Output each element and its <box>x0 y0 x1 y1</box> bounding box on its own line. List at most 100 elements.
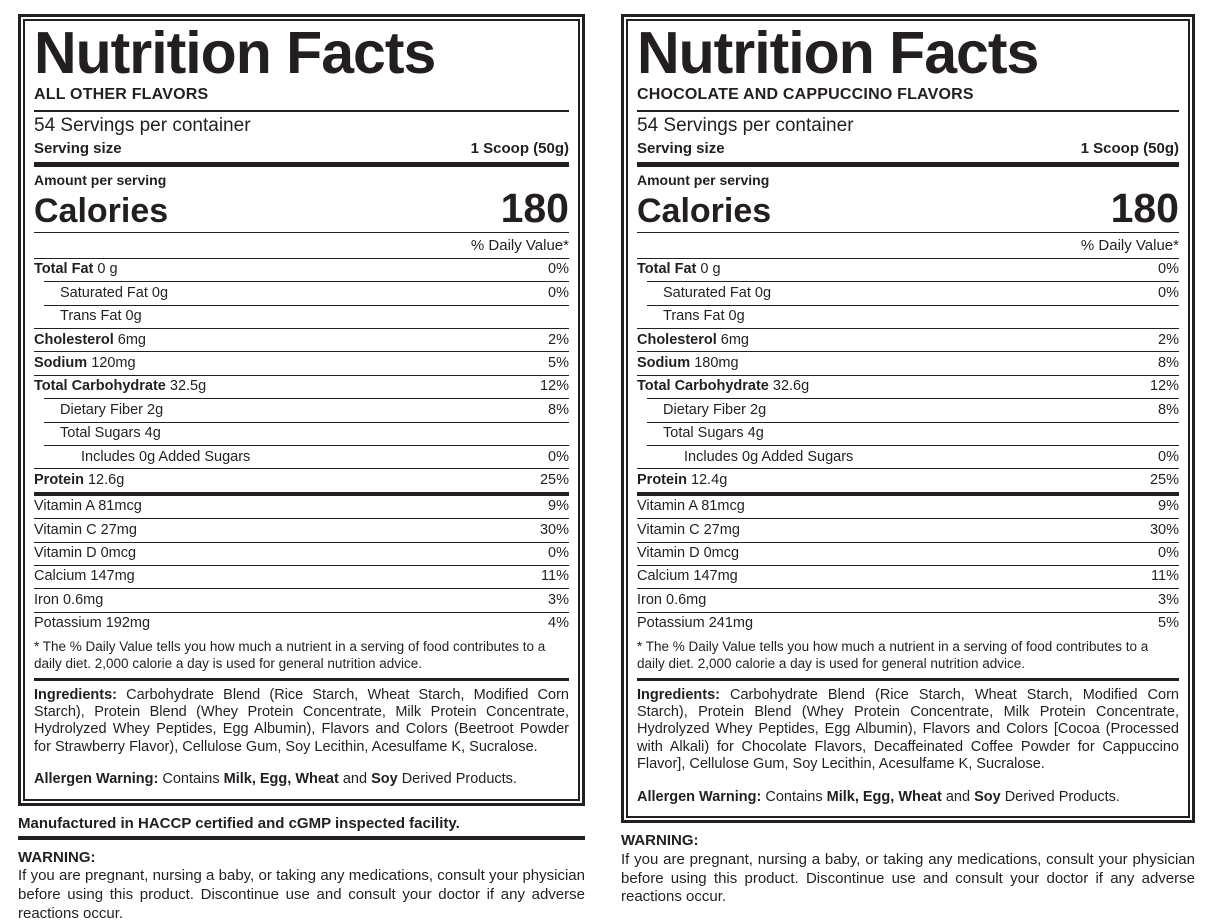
nutrient-row: Sodium 180mg 8% <box>637 351 1179 374</box>
allergen-text: Contains <box>158 771 224 788</box>
nutrient-name: Vitamin A 81mcg <box>637 498 745 515</box>
nutrient-row: Calcium 147mg 11% <box>637 564 1179 588</box>
nutrient-row: Includes 0g Added Sugars 0% <box>44 445 569 468</box>
nutrient-name: Vitamin C 27mg <box>637 521 740 538</box>
nutrient-name: Calcium 147mg <box>637 568 738 585</box>
nutrient-daily-value: 0% <box>548 448 569 465</box>
nutrient-daily-value: 30% <box>1149 521 1179 538</box>
nutrient-daily-value: 30% <box>539 521 569 538</box>
nutrient-name: Total Sugars 4g <box>663 425 764 442</box>
nutrient-name: Vitamin A 81mcg <box>34 498 142 515</box>
nutrient-row: Protein 12.6g 25% <box>34 468 569 496</box>
label-column-chocolate-cappuccino: Nutrition Facts CHOCOLATE AND CAPPUCCINO… <box>621 14 1195 907</box>
serving-size-row: Serving size 1 Scoop (50g) <box>34 137 569 167</box>
nutrient-row: Vitamin C 27mg 30% <box>637 518 1179 541</box>
nutrient-name: Total Sugars 4g <box>60 425 161 442</box>
calories-label: Calories <box>637 191 772 230</box>
calories-label: Calories <box>34 191 169 230</box>
serving-size-label: Serving size <box>34 139 122 157</box>
nutrient-row: Dietary Fiber 2g 8% <box>44 398 569 421</box>
serving-size-row: Serving size 1 Scoop (50g) <box>637 137 1179 167</box>
nutrition-label-box: Nutrition Facts CHOCOLATE AND CAPPUCCINO… <box>621 14 1195 824</box>
nutrient-daily-value: 25% <box>539 471 569 488</box>
nutrient-name: Cholesterol 6mg <box>34 331 147 348</box>
nutrient-name: Sodium 180mg <box>637 354 739 371</box>
nutrient-daily-value: 0% <box>548 284 569 301</box>
nutrient-name: Vitamin C 27mg <box>34 521 137 538</box>
nutrient-name: Protein 12.4g <box>637 471 728 488</box>
allergen-text: and <box>338 771 372 788</box>
allergen-heading: Allergen Warning: <box>637 788 762 805</box>
nutrient-name: Saturated Fat 0g <box>663 284 772 301</box>
allergen-bold-soy: Soy <box>974 788 1001 805</box>
calories-value: 180 <box>500 184 569 231</box>
nutrient-row: Protein 12.4g 25% <box>637 468 1179 496</box>
nutrient-row: Dietary Fiber 2g 8% <box>647 398 1179 421</box>
warning-text: If you are pregnant, nursing a baby, or … <box>18 867 585 922</box>
nutrient-name: Iron 0.6mg <box>34 591 104 608</box>
ingredients-paragraph: Ingredients: Carbohydrate Blend (Rice St… <box>637 681 1179 774</box>
nutrient-name: Trans Fat 0g <box>60 308 142 325</box>
nutrient-row: Cholesterol 6mg 2% <box>637 328 1179 351</box>
nutrition-facts-title: Nutrition Facts <box>34 20 436 86</box>
nutrient-name: Potassium 192mg <box>34 615 151 632</box>
warning-heading: WARNING: <box>621 832 699 850</box>
nutrient-daily-value: 0% <box>1158 448 1179 465</box>
ingredients-text: Carbohydrate Blend (Rice Starch, Wheat S… <box>34 686 569 755</box>
nutrient-daily-value: 0% <box>1158 261 1179 278</box>
calories-row: Calories 180 <box>637 184 1179 233</box>
nutrient-daily-value: 0% <box>1158 284 1179 301</box>
ingredients-paragraph: Ingredients: Carbohydrate Blend (Rice St… <box>34 681 569 757</box>
nutrient-daily-value: 12% <box>1149 378 1179 395</box>
nutrition-label-box: Nutrition Facts ALL OTHER FLAVORS 54 Ser… <box>18 14 585 806</box>
nutrient-name: Total Fat 0 g <box>34 261 118 278</box>
flavor-line: ALL OTHER FLAVORS <box>34 83 569 112</box>
nutrient-name: Vitamin D 0mcg <box>34 545 137 562</box>
servings-per-container: 54 Servings per container <box>637 115 854 136</box>
nutrient-daily-value: 11% <box>541 568 569 585</box>
nutrient-name: Includes 0g Added Sugars <box>81 448 251 465</box>
nutrient-daily-value: 9% <box>548 498 569 515</box>
daily-value-header: % Daily Value* <box>470 236 569 254</box>
nutrient-row: Saturated Fat 0g 0% <box>44 281 569 304</box>
amount-per-serving-label: Amount per serving <box>637 171 770 188</box>
allergen-text: and <box>941 788 975 805</box>
nutrient-daily-value: 8% <box>1158 354 1179 371</box>
nutrient-row: Total Fat 0 g 0% <box>637 257 1179 281</box>
nutrient-daily-value: 2% <box>548 331 569 348</box>
nutrient-name: Trans Fat 0g <box>663 308 745 325</box>
nutrient-row: Iron 0.6mg 3% <box>637 588 1179 611</box>
serving-size-value: 1 Scoop (50g) <box>470 139 569 157</box>
nutrient-name: Includes 0g Added Sugars <box>684 448 854 465</box>
nutrient-row: Sodium 120mg 5% <box>34 351 569 374</box>
nutrient-daily-value: 12% <box>539 378 569 395</box>
allergen-bold-milk-egg-wheat: Milk, Egg, Wheat <box>826 788 942 805</box>
calories-row: Calories 180 <box>34 184 569 233</box>
nutrient-name: Cholesterol 6mg <box>637 331 750 348</box>
allergen-bold-soy: Soy <box>371 771 398 788</box>
nutrient-name: Calcium 147mg <box>34 568 135 585</box>
nutrient-name: Saturated Fat 0g <box>60 284 169 301</box>
nutrient-row: Trans Fat 0g <box>44 304 569 328</box>
serving-size-label: Serving size <box>637 139 725 157</box>
nutrient-daily-value: 25% <box>1149 471 1179 488</box>
nutrient-row: Total Carbohydrate 32.6g 12% <box>637 374 1179 398</box>
nutrient-rows: Total Fat 0 g 0% Saturated Fat 0g 0% Trans F… <box>637 257 1179 635</box>
nutrient-row: Vitamin A 81mcg 9% <box>34 496 569 518</box>
nutrient-name: Sodium 120mg <box>34 354 136 371</box>
manufactured-statement: Manufactured in HACCP certified and cGMP… <box>18 806 585 840</box>
nutrient-daily-value: 3% <box>548 591 569 608</box>
allergen-text: Derived Products. <box>1000 788 1120 805</box>
warning-heading: WARNING: <box>18 848 96 866</box>
allergen-heading: Allergen Warning: <box>34 771 159 788</box>
nutrient-name: Dietary Fiber 2g <box>663 401 767 418</box>
calories-value: 180 <box>1110 184 1179 231</box>
nutrient-name: Dietary Fiber 2g <box>60 401 164 418</box>
nutrient-row: Total Carbohydrate 32.5g 12% <box>34 374 569 398</box>
nutrient-row: Vitamin D 0mcg 0% <box>637 541 1179 565</box>
nutrient-row: Cholesterol 6mg 2% <box>34 328 569 351</box>
nutrient-daily-value: 0% <box>548 261 569 278</box>
daily-value-header: % Daily Value* <box>1080 236 1179 254</box>
allergen-text: Contains <box>761 788 827 805</box>
